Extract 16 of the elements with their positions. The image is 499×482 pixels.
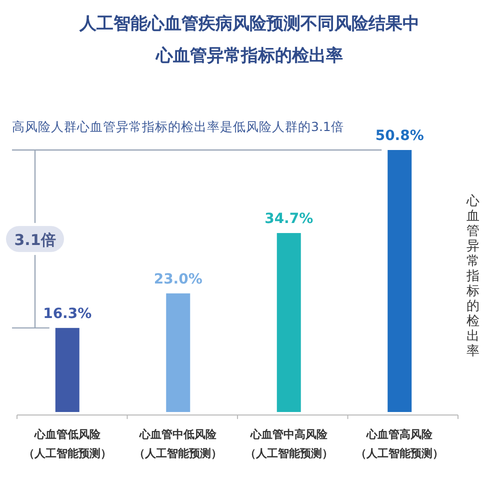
chart-title: 人工智能心血管疾病风险预测不同风险结果中心血管异常指标的检出率 (78, 13, 420, 68)
annotation: 3.1倍 (14, 230, 56, 249)
x-tick-label: 心血管高风险（人工智能预测） (356, 428, 444, 460)
x-tick-label: 心血管低风险（人工智能预测） (23, 428, 112, 460)
bar (166, 293, 190, 412)
bar (388, 150, 412, 412)
x-tick-label: 心血管中低风险（人工智能预测） (134, 428, 222, 460)
data-label: 16.3% (43, 306, 92, 322)
data-label: 23.0% (154, 271, 202, 288)
data-label: 34.7% (264, 211, 314, 228)
bar (276, 233, 301, 412)
text: 心血管异常指标的检出率 (466, 194, 480, 359)
data-label: 50.8% (375, 128, 424, 144)
bar (55, 328, 80, 412)
x-tick-label: 心血管中高风险（人工智能预测） (244, 428, 333, 460)
text: 高风险人群心血管异常指标的检出率是低风险人群的3.1倍 (12, 119, 344, 134)
